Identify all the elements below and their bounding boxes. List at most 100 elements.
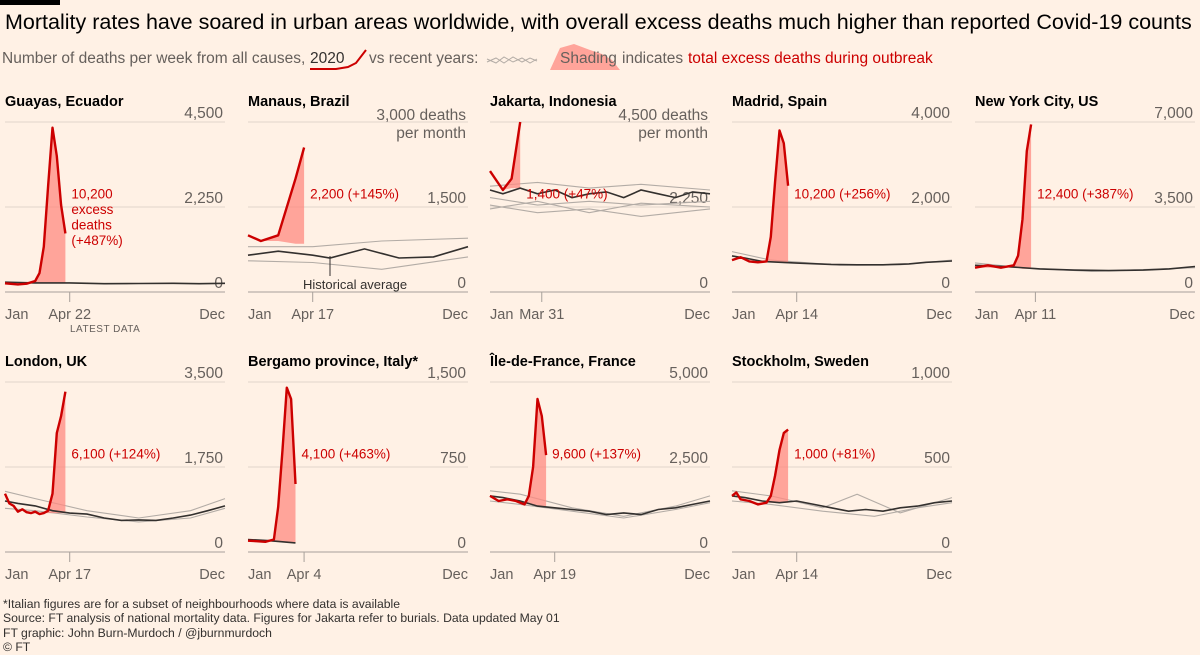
line-2020 [489,397,548,506]
x-tick-label: Apr 17 [48,567,91,583]
legend-shading-label: Shading [560,50,617,67]
legend-year-label: 2020 [310,50,345,67]
panel-title: Île-de-France, France [489,352,636,370]
footer: *Italian figures are for a subset of nei… [3,597,560,654]
legend-2020-line-swatch [310,49,367,70]
y-tick-label: 3,500 [1154,190,1193,207]
chart-panel: Île-de-France, France 0 2,500 5,000 9,600 (+… [489,352,711,583]
credit-note: FT graphic: John Burn-Murdoch / @jburnmu… [3,625,272,640]
average-annotation: Historical average [303,277,407,292]
y-tick-label: 3,000 deaths per month [376,107,466,142]
legend-text-1: Number of deaths per week from all cause… [2,50,306,67]
y-tick-label: 0 [699,275,708,292]
recent-year-line [489,204,711,217]
x-tick-label: Jan [732,307,755,323]
average-line [4,281,226,285]
y-tick-label: 0 [1184,275,1193,292]
y-tick-label: 1,500 [427,365,466,382]
chart-panel: Stockholm, Sweden 0 500 1,000 1,000 (+81%) Ja… [731,354,953,583]
recent-year-line [731,490,953,514]
x-tick-label: Dec [199,307,225,323]
x-tick-label: Jan [975,307,998,323]
y-tick-label: 0 [457,275,466,292]
chart-panel: Madrid, Spain 0 2,000 4,000 10,200 (+256%) Ja… [731,94,953,323]
y-tick-label: 0 [457,535,466,552]
y-tick-label: 1,000 [911,365,950,382]
average-line [489,187,711,199]
y-tick-label: 4,500 deaths per month [618,107,708,142]
legend-text-3: indicates [622,50,684,67]
recent-year-line [489,181,711,191]
y-tick-label: 0 [214,535,223,552]
excess-shading [5,391,66,515]
panel-title: Guayas, Ecuador [5,94,124,110]
x-tick-label: Jan [5,307,28,323]
excess-shading [490,399,547,507]
average-line [489,495,711,516]
panel-title: London, UK [5,354,88,370]
y-tick-label: 750 [440,450,466,467]
recent-year-line [489,200,711,214]
x-tick-label: Jan [248,307,271,323]
x-tick-label: Dec [926,307,952,323]
x-tick-label: Jan [5,567,28,583]
legend-shading-swatch [550,44,620,70]
x-tick-label: Apr 14 [775,567,818,583]
small-multiples: Guayas, Ecuador 0 2,250 4,500 10,200 excess de… [3,94,1196,583]
x-tick-label: Jan [248,567,271,583]
y-tick-label: 4,000 [911,105,950,122]
x-tick-label: Apr 11 [1015,307,1057,323]
y-tick-label: 7,000 [1154,105,1193,122]
excess-annotation: 4,100 (+463%) [301,447,390,462]
recent-year-line [247,256,469,270]
footnote: *Italian figures are for a subset of nei… [3,597,401,611]
y-tick-label: 500 [924,450,950,467]
line-2020 [731,129,790,264]
chart-panel: Manaus, Brazil 0 1,500 3,000 deaths per mont… [247,94,469,323]
average-line [731,255,953,266]
y-tick-label: 4,500 [184,105,223,122]
x-tick-label: Dec [442,567,468,583]
line-2020 [974,124,1033,269]
legend-recent-years-swatch [486,56,538,64]
panel-title: Madrid, Spain [732,94,827,110]
y-tick-label: 3,500 [184,365,223,382]
x-tick-label: Dec [1169,307,1195,323]
panel-title: Jakarta, Indonesia [490,94,617,110]
x-tick-label: Apr 4 [287,567,322,583]
panel-title: Stockholm, Sweden [732,354,869,370]
y-tick-label: 2,250 [184,190,223,207]
chart-panel: London, UK 0 1,750 3,500 6,100 (+124%) Jan Apr… [3,354,226,583]
latest-data-label: LATEST DATA [70,324,140,335]
average-line [247,245,469,259]
average-line [4,500,226,522]
x-tick-label: Dec [684,307,710,323]
x-tick-label: Apr 14 [775,307,818,323]
chart-panel: New York City, US 0 3,500 7,000 12,400 (+387… [974,94,1196,323]
panel-title: New York City, US [975,94,1099,110]
y-tick-label: 2,500 [669,450,708,467]
y-tick-label: 5,000 [669,365,708,382]
source-note: Source: FT analysis of national mortalit… [3,611,560,626]
excess-annotation: 1,400 (+47%) [526,187,607,202]
x-tick-label: Jan [732,567,755,583]
y-tick-label: 0 [941,275,950,292]
excess-annotation: 1,000 (+81%) [794,447,875,462]
excess-shading [248,147,305,244]
ft-top-bar [0,0,60,5]
line-2020 [731,428,789,506]
x-tick-label: Jan [490,307,513,323]
legend-excess-label: total excess deaths during outbreak [688,50,933,67]
line-2020 [3,391,67,516]
y-tick-label: 0 [699,535,708,552]
excess-shading [732,130,789,264]
panel-title: Manaus, Brazil [248,94,350,110]
x-tick-label: Apr 17 [291,307,334,323]
recent-year-line [4,490,226,519]
excess-annotation: 9,600 (+137%) [552,447,641,462]
x-tick-label: Apr 19 [533,567,576,583]
x-tick-label: Dec [926,567,952,583]
recent-year-line [489,490,711,517]
